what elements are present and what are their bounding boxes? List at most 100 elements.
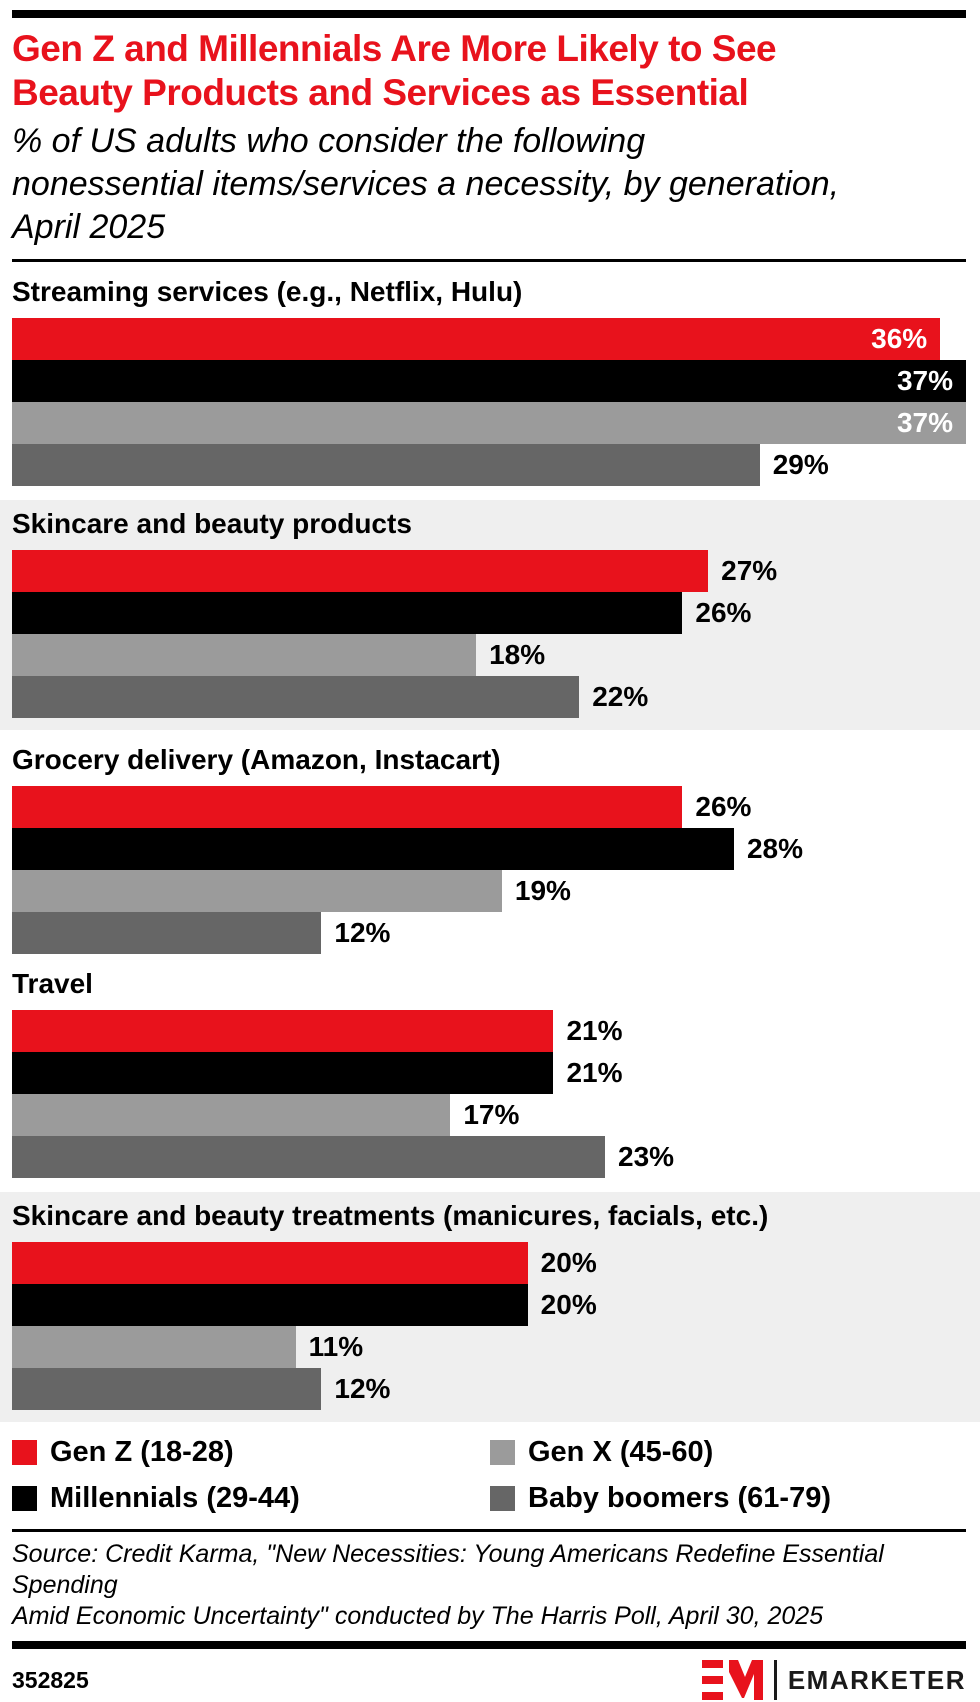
em-monogram-icon [701, 1660, 763, 1700]
bar-row: 20% [12, 1242, 966, 1284]
value-label: 20% [540, 1289, 597, 1320]
chart-section: Travel 21% 21% 17% 23% [12, 968, 966, 1178]
text-line: Source: Credit Karma, "New Necessities: … [12, 1540, 884, 1599]
bar-Gen Z (18-28) [12, 1010, 554, 1052]
bar-Millennials (29-44): 37% [12, 360, 966, 402]
bar-Baby boomers (61-79) [12, 676, 580, 718]
legend: Gen Z (18-28) Gen X (45-60) Millennials (2… [12, 1436, 966, 1515]
value-label: 26% [695, 791, 752, 822]
legend-label: Gen X (45-60) [528, 1436, 714, 1468]
bar-Gen Z (18-28) [12, 550, 709, 592]
value-label: 11% [308, 1331, 364, 1362]
bar-row: 26% [12, 592, 966, 634]
value-label: 18% [489, 639, 546, 670]
legend-swatch [12, 1440, 37, 1465]
value-label: 23% [618, 1141, 675, 1172]
bar-Gen Z (18-28): 36% [12, 318, 941, 360]
chart-section: Grocery delivery (Amazon, Instacart) 26% 2… [12, 744, 966, 954]
bar-Millennials (29-44) [12, 1284, 528, 1326]
source-divider [12, 1529, 966, 1532]
legend-label: Gen Z (18-28) [50, 1436, 234, 1468]
legend-item: Gen X (45-60) [490, 1436, 966, 1469]
bar-row: 12% [12, 1368, 966, 1410]
category-label: Skincare and beauty treatments (manicure… [12, 1200, 769, 1231]
legend-swatch [490, 1486, 515, 1511]
footer-rule [12, 1641, 966, 1649]
chart-section: Skincare and beauty products 27% 26% 18% 22% [0, 500, 980, 730]
text-line: nonessential items/services a necessity,… [12, 165, 840, 203]
bar-row: 26% [12, 786, 966, 828]
value-label: 17% [463, 1099, 520, 1130]
bar-row: 20% [12, 1284, 966, 1326]
value-label: 29% [772, 449, 829, 480]
bar-Baby boomers (61-79) [12, 1136, 606, 1178]
bar-Gen Z (18-28) [12, 1242, 528, 1284]
bar-chart: Streaming services (e.g., Netflix, Hulu)… [0, 276, 980, 1422]
text-line: April 2025 [12, 208, 166, 246]
value-label: 12% [334, 1373, 391, 1404]
bar-row: 17% [12, 1094, 966, 1136]
bar-row: 28% [12, 828, 966, 870]
text-line: Gen Z and Millennials Are More Likely to… [12, 28, 777, 69]
bar-Gen X (45-60) [12, 634, 477, 676]
value-label: 21% [566, 1057, 623, 1088]
value-label: 36% [871, 323, 928, 354]
chart-title: Gen Z and Millennials Are More Likely to… [12, 27, 966, 115]
text-line: % of US adults who consider the followin… [12, 122, 646, 160]
value-label: 12% [334, 917, 391, 948]
bar-row: 12% [12, 912, 966, 954]
bar-Gen X (45-60): 37% [12, 402, 966, 444]
bar-row: 19% [12, 870, 966, 912]
bar-row: 27% [12, 550, 966, 592]
value-label: 21% [566, 1015, 623, 1046]
bar-Millennials (29-44) [12, 828, 734, 870]
bar-Baby boomers (61-79) [12, 1368, 322, 1410]
bar-row: 37% [12, 360, 966, 402]
bar-row: 22% [12, 676, 966, 718]
text-line: Beauty Products and Services as Essentia… [12, 72, 749, 113]
value-label: 27% [721, 555, 778, 586]
category-label: Travel [12, 968, 93, 999]
footer: 352825 EMARKETER [12, 1658, 966, 1702]
bar-row: 29% [12, 444, 966, 486]
bar-Gen Z (18-28) [12, 786, 683, 828]
chart-section: Skincare and beauty treatments (manicure… [0, 1192, 980, 1422]
emarketer-logo: EMARKETER [701, 1658, 966, 1702]
legend-item: Baby boomers (61-79) [490, 1482, 966, 1515]
bar-row: 23% [12, 1136, 966, 1178]
value-label: 19% [514, 875, 571, 906]
bar-row: 11% [12, 1326, 966, 1368]
bar-row: 37% [12, 402, 966, 444]
legend-label: Baby boomers (61-79) [528, 1482, 831, 1514]
category-label: Streaming services (e.g., Netflix, Hulu) [12, 276, 523, 307]
chart-id: 352825 [12, 1666, 89, 1693]
category-label: Skincare and beauty products [12, 508, 412, 539]
header-divider [12, 259, 966, 262]
bar-Gen X (45-60) [12, 870, 502, 912]
bar-Gen X (45-60) [12, 1094, 451, 1136]
chart-section: Streaming services (e.g., Netflix, Hulu)… [12, 276, 966, 486]
legend-item: Gen Z (18-28) [12, 1436, 490, 1469]
value-label: 22% [592, 681, 649, 712]
value-label: 20% [540, 1247, 597, 1278]
bar-Baby boomers (61-79) [12, 912, 322, 954]
bar-Millennials (29-44) [12, 592, 683, 634]
value-label: 37% [896, 407, 953, 438]
bar-Millennials (29-44) [12, 1052, 554, 1094]
text-line: Amid Economic Uncertainty" conducted by … [12, 1602, 824, 1630]
value-label: 26% [695, 597, 752, 628]
bar-Gen X (45-60) [12, 1326, 296, 1368]
top-rule [12, 10, 966, 18]
bar-Baby boomers (61-79) [12, 444, 760, 486]
legend-label: Millennials (29-44) [50, 1482, 300, 1514]
bar-row: 36% [12, 318, 966, 360]
source-note: Source: Credit Karma, "New Necessities: … [12, 1539, 966, 1632]
bar-row: 21% [12, 1052, 966, 1094]
brand-name: EMARKETER [787, 1664, 966, 1695]
value-label: 28% [746, 833, 803, 864]
legend-swatch [12, 1486, 37, 1511]
bar-row: 21% [12, 1010, 966, 1052]
value-label: 37% [896, 365, 953, 396]
legend-item: Millennials (29-44) [12, 1482, 490, 1515]
